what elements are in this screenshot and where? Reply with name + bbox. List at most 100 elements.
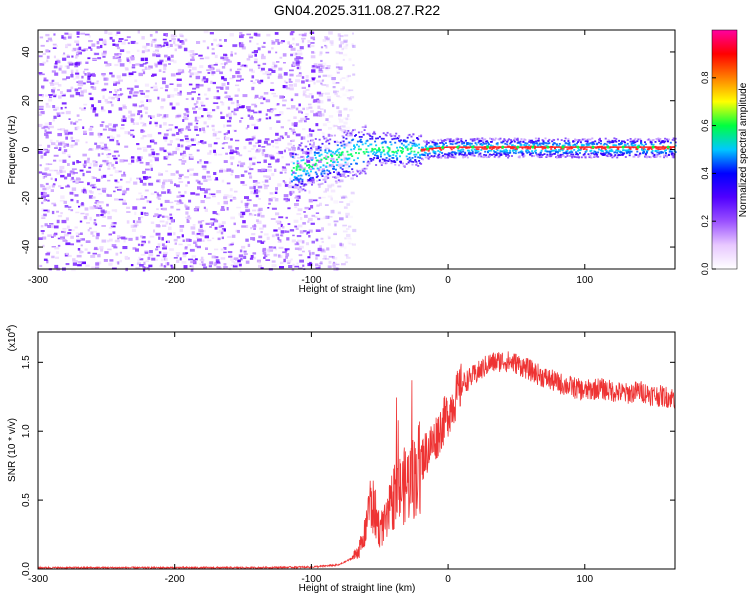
heatmap-cell — [500, 154, 503, 156]
heatmap-cell — [45, 33, 50, 37]
heatmap-cell — [189, 75, 192, 78]
heatmap-cell — [342, 135, 346, 137]
heatmap-cell — [196, 232, 201, 235]
heatmap-cell — [453, 139, 456, 142]
heatmap-cell — [190, 50, 195, 53]
heatmap-cell — [448, 155, 451, 158]
heatmap-cell — [179, 175, 182, 178]
heatmap-cell — [309, 44, 315, 48]
heatmap-cell — [339, 242, 343, 247]
heatmap-cell — [322, 74, 328, 77]
heatmap-cell — [64, 132, 69, 136]
heatmap-cell — [108, 32, 113, 35]
heatmap-cell — [188, 50, 192, 53]
heatmap-cell — [383, 158, 386, 161]
heatmap-cell — [263, 183, 266, 186]
heatmap-cell — [126, 211, 131, 213]
heatmap-cell — [562, 154, 565, 157]
heatmap-cell — [234, 94, 239, 97]
heatmap-cell — [58, 67, 62, 71]
heatmap-cell — [104, 98, 108, 102]
heatmap-cell — [596, 153, 599, 156]
heatmap-cell — [272, 108, 277, 111]
heatmap-cell — [449, 140, 452, 143]
heatmap-cell — [318, 63, 323, 67]
heatmap-cell — [513, 145, 516, 147]
heatmap-cell — [289, 69, 294, 72]
heatmap-cell — [279, 95, 284, 99]
heatmap-cell — [189, 72, 194, 76]
heatmap-cell — [162, 247, 167, 250]
heatmap-cell — [266, 248, 270, 251]
heatmap-cell — [376, 151, 378, 153]
heatmap-cell — [315, 147, 319, 151]
heatmap-cell — [447, 154, 450, 157]
heatmap-cell — [532, 142, 534, 145]
heatmap-cell — [174, 48, 177, 52]
heatmap-cell — [345, 89, 351, 93]
heatmap-cell — [439, 147, 442, 150]
heatmap-cell — [101, 187, 107, 191]
heatmap-cell — [205, 188, 211, 191]
heatmap-cell — [201, 127, 205, 131]
heatmap-cell — [85, 240, 91, 243]
heatmap-cell — [264, 254, 268, 258]
heatmap-cell — [81, 202, 84, 206]
heatmap-cell — [311, 65, 315, 68]
heatmap-cell — [137, 113, 140, 116]
heatmap-cell — [597, 156, 600, 158]
heatmap-cell — [307, 44, 311, 48]
heatmap-cell — [593, 143, 596, 145]
heatmap-cell — [599, 137, 601, 140]
heatmap-cell — [316, 91, 322, 95]
heatmap-cell — [507, 153, 510, 156]
heatmap-cell — [56, 113, 60, 116]
heatmap-cell — [279, 135, 284, 138]
heatmap-cell — [265, 259, 271, 261]
heatmap-cell — [301, 39, 305, 43]
heatmap-cell — [208, 193, 211, 196]
heatmap-cell — [98, 38, 103, 41]
heatmap-cell — [133, 181, 138, 185]
heatmap-cell — [88, 166, 92, 169]
heatmap-cell — [363, 129, 366, 131]
heatmap-cell — [579, 139, 582, 142]
heatmap-cell — [315, 238, 319, 242]
heatmap-cell — [164, 138, 167, 142]
heatmap-cell — [173, 60, 177, 64]
heatmap-cell — [249, 175, 253, 179]
heatmap-cell — [517, 151, 520, 154]
heatmap-cell — [50, 95, 53, 98]
heatmap-cell — [53, 108, 58, 111]
heatmap-cell — [102, 74, 105, 77]
heatmap-cell — [470, 142, 473, 145]
heatmap-cell — [96, 41, 100, 45]
heatmap-cell — [260, 231, 263, 234]
heatmap-cell — [249, 212, 252, 215]
heatmap-cell — [43, 192, 47, 196]
heatmap-cell — [341, 135, 344, 137]
heatmap-cell — [256, 148, 262, 152]
heatmap-cell — [305, 145, 308, 148]
heatmap-cell — [76, 126, 80, 130]
heatmap-cell — [255, 194, 259, 198]
heatmap-cell — [134, 85, 139, 88]
heatmap-cell — [511, 155, 513, 157]
heatmap-cell — [489, 155, 491, 158]
heatmap-cell — [520, 138, 523, 140]
heatmap-cell — [313, 81, 316, 85]
heatmap-cell — [150, 221, 155, 224]
heatmap-cell — [38, 123, 43, 128]
heatmap-cell — [76, 160, 79, 164]
heatmap-cell — [320, 172, 323, 175]
heatmap-cell — [244, 202, 249, 206]
heatmap-cell — [656, 138, 659, 141]
heatmap-cell — [661, 141, 664, 143]
heatmap-cell — [195, 122, 199, 125]
heatmap-cell — [311, 214, 316, 217]
heatmap-cell — [351, 243, 356, 246]
heatmap-cell — [64, 65, 67, 68]
heatmap-cell — [332, 266, 337, 268]
heatmap-cell — [247, 114, 251, 117]
heatmap-cell — [114, 63, 119, 67]
